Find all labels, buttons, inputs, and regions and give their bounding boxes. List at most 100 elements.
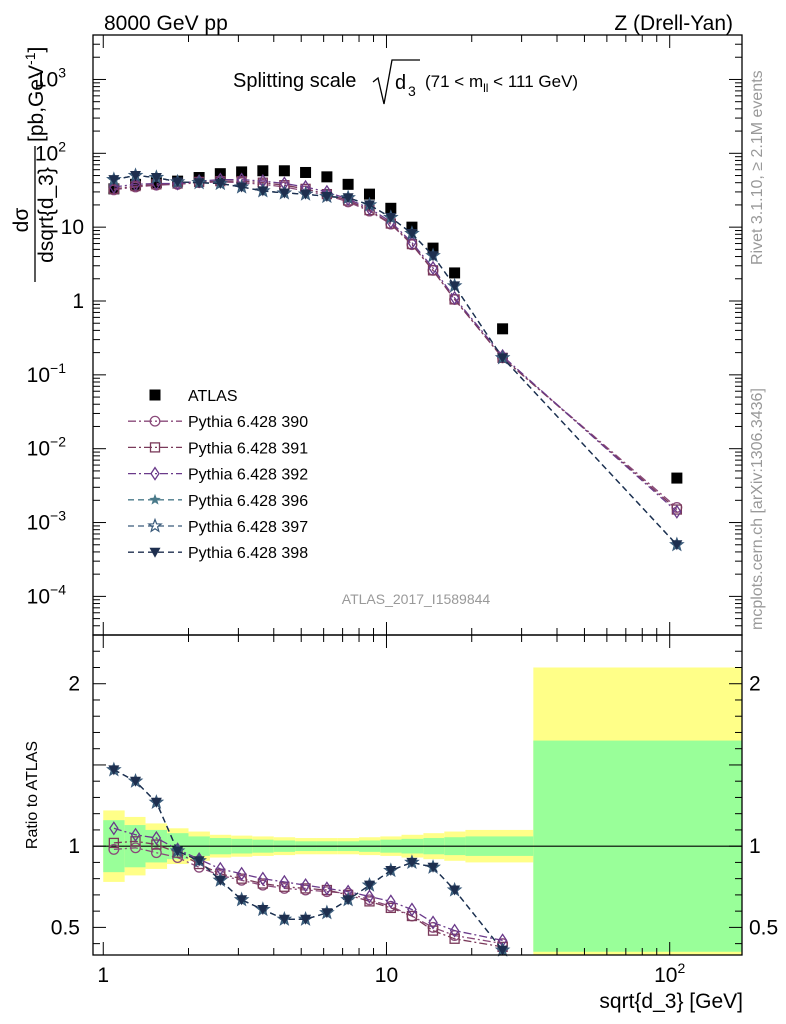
main-point-6-10 — [321, 192, 333, 203]
main-y-tick-label-7: 103 — [35, 64, 66, 91]
ratio-point-1-14 — [406, 910, 418, 922]
main-point-0-8 — [278, 165, 290, 177]
legend: ATLAS Pythia 6.428 390 Pythia 6.428 391 Pyt… — [128, 388, 308, 562]
main-point-3-14 — [407, 235, 417, 250]
ratio-point-2-12 — [364, 889, 375, 904]
ratio-point-5-8 — [278, 914, 290, 925]
main-y-tick-label-base-3: 10 — [27, 364, 50, 387]
main-point-0-10 — [321, 171, 333, 183]
main-y-tick-label-3: 10−1 — [27, 360, 67, 387]
main-point-6-1 — [130, 171, 142, 182]
ratio-point-5-10 — [321, 908, 333, 919]
main-y-tick-label-base-5: 10 — [61, 216, 84, 239]
main-point-6-3 — [172, 177, 184, 188]
main-y-tick-label-2: 10−2 — [27, 434, 67, 461]
main-y-tick-label-4: 1 — [72, 290, 84, 313]
x-tick-label-base-1: 10 — [375, 964, 398, 987]
ratio-point-5-0 — [108, 765, 120, 776]
ratio-y-tick-label-right-0: 0.5 — [749, 916, 778, 939]
x-tick-label-0: 1 — [97, 964, 109, 987]
main-point-6-17 — [497, 353, 509, 364]
main-point-6-15 — [427, 251, 439, 262]
main-y-tick-label-1: 10−3 — [27, 508, 67, 535]
ratio-point-5-2 — [150, 797, 162, 808]
ratio-point-2-13 — [386, 894, 396, 909]
main-y-tick-label-exp-1: −3 — [50, 508, 66, 524]
ratio-point-1-16 — [449, 933, 460, 944]
legend-marker-2 — [149, 442, 161, 453]
main-point-0-13 — [385, 202, 397, 214]
main-series-line-2 — [113, 180, 678, 510]
ratio-series-line-5 — [113, 769, 504, 951]
main-point-3-1 — [130, 177, 141, 192]
main-y-tick-label-base-2: 10 — [27, 438, 50, 461]
ylabel-unit-open: [pb,GeV — [25, 65, 48, 142]
main-y-tick-label-5: 10 — [61, 216, 84, 239]
ratio-y-tick-label-left-2: 2 — [68, 673, 80, 696]
ratio-point-5-5 — [214, 875, 226, 886]
ratio-point-0-2 — [150, 847, 162, 859]
legend-marker-5 — [147, 517, 163, 533]
main-point-6-0 — [108, 175, 120, 186]
ratio-series-line-2 — [113, 827, 503, 942]
main-series — [106, 165, 685, 552]
ratio-point-2-0 — [109, 821, 119, 836]
ratio-point-5-7 — [257, 905, 269, 916]
main-y-tick-label-exp-7: 3 — [58, 64, 66, 80]
legend-label-4: Pythia 6.428 396 — [188, 493, 308, 510]
main-y-tick-label-base-7: 10 — [35, 68, 58, 91]
main-point-6-5 — [214, 179, 226, 190]
ratio-point-5-14 — [406, 857, 418, 868]
ratio-point-0-1 — [130, 842, 141, 854]
ratio-series — [106, 761, 511, 957]
main-point-6-2 — [150, 173, 162, 184]
ratio-point-5-17 — [497, 945, 509, 956]
header-right: Z (Drell-Yan) — [614, 12, 733, 35]
main-point-0-16 — [449, 267, 461, 279]
x-tick-label-2: 102 — [654, 960, 685, 987]
ratio-point-1-13 — [385, 902, 396, 914]
main-title-text: Splitting scale — [233, 70, 356, 92]
main-point-3-18 — [672, 504, 682, 519]
main-series-line-4 — [113, 174, 678, 546]
main-series-line-6 — [113, 174, 678, 546]
ratio-y-tick-label-left-1: 1 — [68, 835, 80, 858]
main-point-0-12 — [363, 188, 375, 200]
main-point-0-9 — [300, 166, 312, 178]
main-point-6-18 — [671, 540, 683, 551]
ratio-point-5-11 — [342, 895, 354, 906]
ratio-point-2-9 — [300, 877, 311, 893]
ratio-point-1-12 — [364, 896, 375, 907]
main-point-0-0 — [108, 183, 120, 195]
main-title-cut-open: (71 < m — [425, 72, 483, 91]
main-title-cut: (71 < mll < 111 GeV) — [425, 72, 578, 95]
x-tick-label-1: 10 — [375, 964, 398, 987]
ratio-point-2-15 — [428, 915, 438, 930]
legend-label-5: Pythia 6.428 397 — [188, 519, 308, 536]
legend-label-1: Pythia 6.428 390 — [188, 414, 308, 431]
legend-marker-6 — [149, 547, 161, 558]
ratio-point-5-13 — [385, 866, 397, 877]
ratio-point-1-6 — [236, 873, 247, 884]
ratio-point-2-14 — [407, 902, 417, 917]
ratio-point-2-7 — [258, 871, 268, 886]
legend-label-2: Pythia 6.428 391 — [188, 440, 308, 457]
legend-marker-0 — [149, 389, 161, 401]
main-y-tick-label-base-6: 10 — [35, 142, 58, 165]
ratio-uncertainty-bands — [103, 667, 742, 955]
main-point-0-18 — [671, 472, 683, 484]
x-tick-label-base-0: 1 — [97, 964, 109, 987]
mcplots-label: mcplots.cern.ch [arXiv:1306.3436] — [749, 388, 766, 630]
main-point-3-0 — [109, 179, 119, 195]
main-point-6-6 — [236, 182, 248, 193]
ylabel-denominator: dsqrt{d_3} — [35, 167, 58, 263]
ratio-point-2-10 — [322, 881, 332, 896]
main-y-tick-label-base-4: 1 — [72, 290, 84, 313]
main-point-3-15 — [428, 260, 438, 276]
header-left: 8000 GeV pp — [104, 12, 228, 35]
main-y-tick-label-exp-2: −2 — [50, 434, 66, 450]
main-series-line-5 — [113, 174, 678, 546]
ylabel-unit: [pb,GeV-1] — [22, 47, 48, 142]
